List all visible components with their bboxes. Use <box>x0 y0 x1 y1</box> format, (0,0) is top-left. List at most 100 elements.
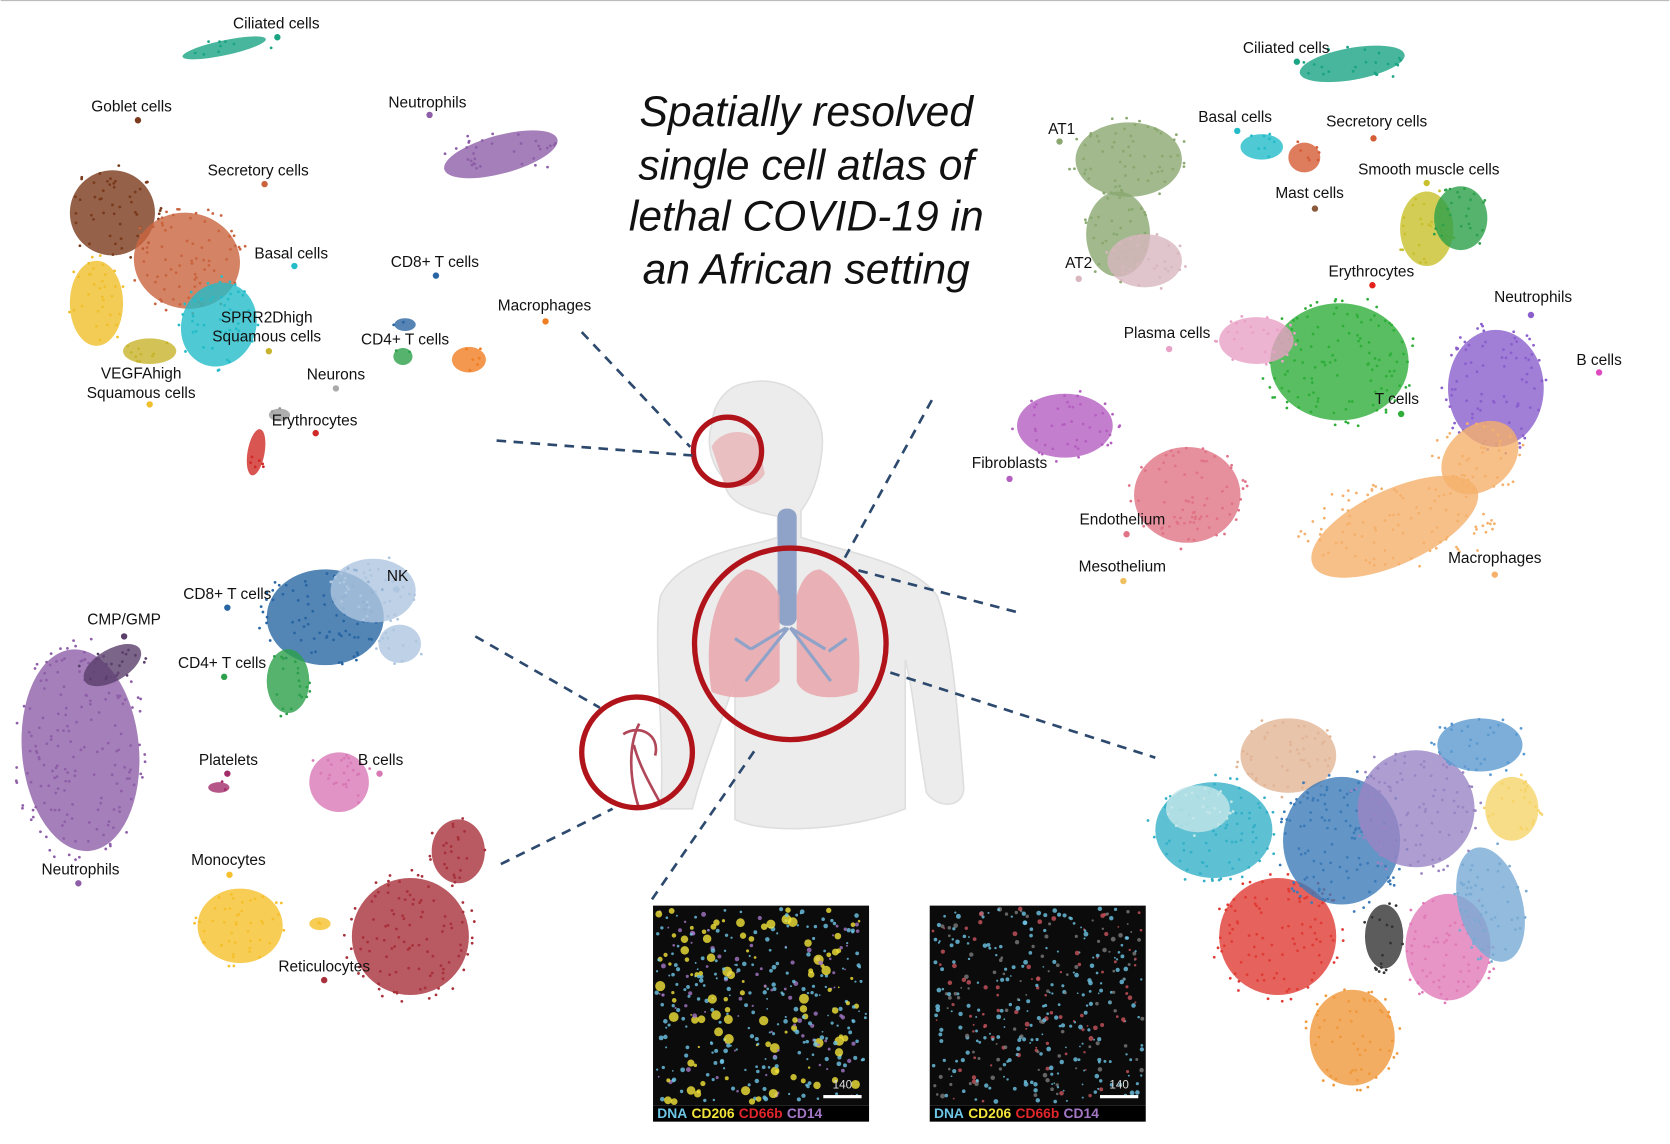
cell-dot <box>1495 476 1499 479</box>
cell-dot <box>1516 885 1520 889</box>
cell-dot <box>1419 217 1423 221</box>
imaging-signal <box>825 1037 828 1040</box>
cell-dot <box>1444 188 1448 192</box>
cell-dot <box>106 823 110 827</box>
cell-dot <box>129 797 133 801</box>
cell-dot <box>340 758 343 762</box>
label-dot <box>312 429 319 437</box>
cell-dot <box>1540 813 1544 816</box>
cell-dot <box>1321 868 1325 872</box>
cell-dot <box>1388 1015 1392 1019</box>
imaging-signal <box>1044 993 1048 997</box>
imaging-signal <box>1121 1017 1126 1022</box>
imaging-signal <box>1035 1037 1039 1042</box>
imaging-signal <box>961 977 967 983</box>
cell-dot <box>305 685 309 689</box>
cell-dot <box>1483 757 1487 761</box>
cell-dot <box>1488 522 1492 526</box>
cell-dot <box>1396 523 1400 527</box>
cell-dot <box>314 650 317 654</box>
cell-dot <box>1302 781 1305 785</box>
imaging-signal <box>1078 1024 1083 1030</box>
imaging-signal <box>1029 1041 1032 1044</box>
cell-dot <box>113 179 117 183</box>
cell-dot <box>1301 361 1305 364</box>
cell-dot <box>1156 170 1160 174</box>
cell-dot <box>1480 392 1484 396</box>
imaging-signal <box>795 913 799 917</box>
cell-dot <box>206 282 210 285</box>
imaging-signal <box>841 967 845 970</box>
cell-dot <box>1335 306 1338 310</box>
cell-dot <box>1272 784 1276 787</box>
imaging-signal <box>768 948 772 952</box>
cell-dot <box>461 817 465 820</box>
imaging-signal <box>766 997 768 1000</box>
cell-dot <box>1383 826 1386 829</box>
cell-dot <box>157 212 161 216</box>
imaging-signal <box>671 990 675 995</box>
cell-dot <box>1533 387 1536 390</box>
cell-dot <box>1359 796 1363 800</box>
cell-dot <box>235 913 239 917</box>
cell-dot <box>1158 192 1161 196</box>
cell-dot <box>1490 918 1493 921</box>
cell-dot <box>483 848 487 852</box>
cell-dot <box>1285 400 1289 404</box>
cell-dot <box>1448 762 1452 766</box>
cell-dot <box>223 315 227 319</box>
cell-dot <box>67 780 71 783</box>
cell-dot <box>1315 145 1319 149</box>
cell-dot <box>1377 324 1381 328</box>
cell-dot <box>1268 873 1272 876</box>
imaging-signal <box>1021 911 1026 916</box>
cell-dot <box>1309 925 1312 929</box>
imaging-signal <box>755 972 759 977</box>
cell-dot <box>1540 379 1544 383</box>
cell-dot <box>1525 372 1529 376</box>
cell-dot <box>1183 473 1187 476</box>
cell-dot <box>1143 231 1147 235</box>
cell-dot <box>1150 171 1153 175</box>
cell-dot <box>62 837 66 840</box>
cell-dot <box>1395 1052 1399 1055</box>
cell-dot <box>1519 773 1523 777</box>
cell-dot <box>42 801 46 805</box>
cell-dot <box>271 589 275 592</box>
cell-dot <box>1316 325 1320 329</box>
cell-dot <box>234 327 238 331</box>
cell-dot <box>1332 995 1336 999</box>
cell-dot <box>1240 875 1244 879</box>
imaging-signal <box>969 1014 973 1018</box>
cell-dot <box>405 890 409 893</box>
cell-dot <box>387 883 390 887</box>
cell-dot <box>228 280 232 284</box>
cell-dot <box>1388 902 1391 905</box>
imaging-signal <box>1129 1090 1135 1096</box>
cell-dot <box>1224 908 1228 912</box>
imaging-signal <box>690 941 693 944</box>
imaging-signal <box>760 923 768 930</box>
cell-dot <box>1498 439 1502 443</box>
imaging-signal <box>1065 973 1069 977</box>
cell-dot <box>1079 402 1082 406</box>
cell-dot <box>1345 792 1349 796</box>
cell-dot <box>1476 549 1479 552</box>
imaging-signal <box>956 996 961 1000</box>
imaging-signal <box>1117 950 1121 954</box>
cell-dot <box>1500 356 1504 359</box>
cell-dot <box>1298 801 1302 804</box>
cell-dot <box>1319 527 1323 531</box>
cell-dot <box>1235 322 1238 325</box>
cell-dot <box>1316 400 1320 403</box>
imaging-signal <box>962 934 967 939</box>
cell-dot <box>1239 838 1243 842</box>
imaging-signal <box>772 1032 776 1036</box>
cell-dot <box>1356 334 1359 337</box>
cell-dot <box>111 203 114 207</box>
cell-dot <box>1384 998 1387 1001</box>
cell-dot <box>265 591 269 595</box>
cell-dot <box>1302 61 1306 64</box>
cell-dot <box>74 644 78 648</box>
cell-dot <box>54 791 58 795</box>
